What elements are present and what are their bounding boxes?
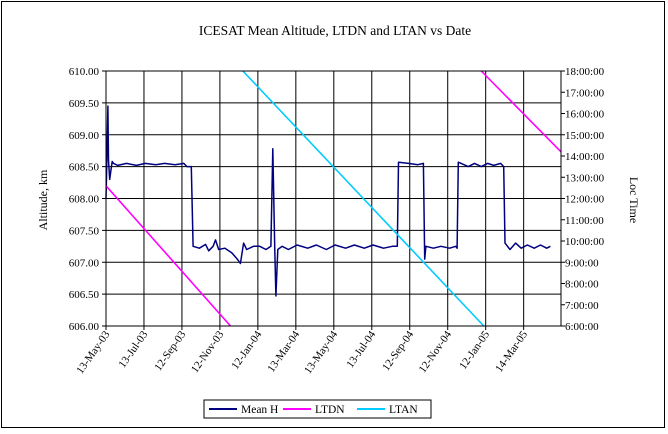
chart-title: ICESAT Mean Altitude, LTDN and LTAN vs D…	[199, 23, 471, 38]
series-line-ltdn	[480, 70, 562, 153]
x-tick-label: 13-May-04	[302, 328, 341, 376]
x-tick-label: 14-Mar-05	[493, 328, 530, 374]
y-tick-label: 607.00	[69, 257, 100, 269]
legend: Mean H LTDN LTAN	[203, 399, 432, 419]
y2-tick-label: 6:00:00	[565, 321, 599, 333]
series-line-ltdn	[105, 185, 232, 327]
y2-tick-label: 17:00:00	[565, 87, 605, 99]
y-tick-label: 606.50	[69, 289, 100, 301]
y2-tick-label: 12:00:00	[565, 194, 605, 206]
x-tick-label: 13-Jul-03	[116, 328, 150, 370]
legend-label-ltdn: LTDN	[315, 404, 345, 416]
x-tick-label: 12-Jan-04	[229, 328, 264, 371]
y-tick-label: 610.00	[69, 66, 100, 78]
y-tick-label: 609.50	[69, 98, 100, 110]
y-tick-label: 609.00	[69, 130, 100, 142]
y2-tick-label: 15:00:00	[565, 130, 605, 142]
y2-tick-label: 13:00:00	[565, 172, 605, 184]
x-tick-label: 12-Jan-05	[457, 328, 492, 371]
legend-label-ltan: LTAN	[389, 404, 418, 416]
x-tick-label: 12-Sep-03	[152, 328, 188, 373]
y2-tick-label: 7:00:00	[565, 300, 599, 312]
y-tick-label: 608.50	[69, 162, 100, 174]
y-axis-label: Altitude, km	[36, 169, 50, 230]
x-tick-label: 13-Jul-04	[344, 328, 378, 370]
chart: ICESAT Mean Altitude, LTDN and LTAN vs D…	[36, 23, 641, 419]
series-line-mean-h	[105, 105, 551, 297]
series-layer	[105, 70, 562, 327]
y-tick-label: 606.00	[69, 321, 100, 333]
legend-label-mean-h: Mean H	[241, 404, 278, 416]
y2-tick-label: 18:00:00	[565, 66, 605, 78]
y-tick-labels: 606.00 606.50 607.00 607.50 608.00 608.50 609.…	[69, 66, 106, 333]
y2-tick-label: 10:00:00	[565, 236, 605, 248]
x-tick-label: 12-Sep-04	[380, 328, 416, 373]
legend-box	[203, 399, 432, 419]
series-line-ltan	[242, 70, 485, 327]
y2-tick-label: 14:00:00	[565, 151, 605, 163]
x-tick-label: 13-May-03	[74, 328, 113, 376]
y2-tick-labels: 6:00:00 7:00:00 8:00:00 9:00:00 10:00:00 11:0…	[561, 66, 605, 333]
y-tick-label: 608.00	[69, 194, 100, 206]
y2-tick-label: 8:00:00	[565, 279, 599, 291]
x-tick-label: 12-Nov-04	[417, 328, 455, 375]
y-tick-label: 607.50	[69, 225, 100, 237]
x-tick-label: 13-Mar-04	[265, 328, 302, 374]
y2-tick-label: 9:00:00	[565, 257, 599, 269]
x-tick-label: 12-Nov-03	[189, 328, 227, 375]
chart-frame: ICESAT Mean Altitude, LTDN and LTAN vs D…	[1, 1, 665, 428]
y2-tick-label: 16:00:00	[565, 109, 605, 121]
y2-tick-label: 11:00:00	[565, 215, 604, 227]
y2-axis-label: Loc Time	[627, 177, 641, 223]
x-tick-labels: 13-May-03 13-Jul-03 12-Sep-03 12-Nov-03 12-J…	[74, 326, 530, 376]
